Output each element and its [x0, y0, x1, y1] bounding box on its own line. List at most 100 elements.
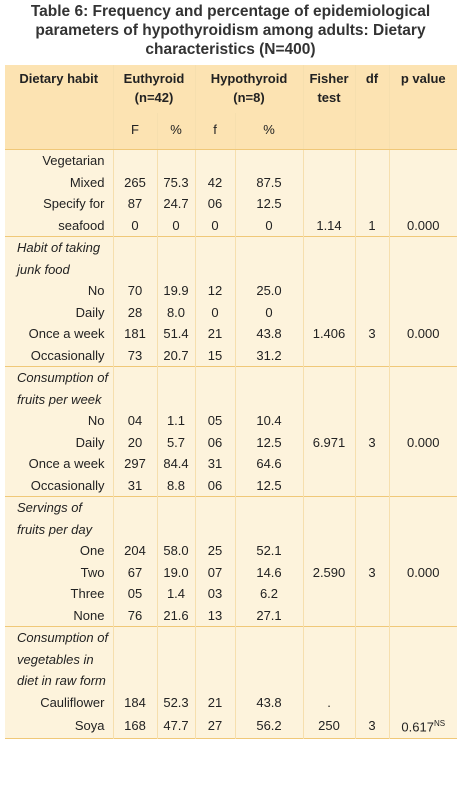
table-row: Occasionally 31 8.8 06 12.5 [5, 474, 457, 497]
section-title: Habit of taking junk food [5, 236, 114, 280]
row-label: Mixed [5, 171, 114, 193]
empty-cell [303, 626, 356, 692]
p-cell [389, 150, 457, 172]
section-title: Servings of fruits per day [5, 496, 114, 540]
p-value: 0.000 [406, 326, 440, 341]
value-cell: 07 [195, 561, 236, 583]
fisher-cell [303, 171, 356, 193]
df-cell [355, 344, 390, 367]
row-label: Three [5, 583, 114, 605]
p-value: 0.617 [401, 719, 434, 735]
empty-cell [235, 366, 304, 410]
table-row: Three 05 1.4 03 6.2 [5, 583, 457, 605]
table-section: Habit of taking junk food No 70 19.9 12 25.0 D… [5, 236, 457, 367]
row-label: Cauliflower [5, 691, 114, 713]
fisher-cell [303, 474, 356, 497]
df-cell [355, 691, 390, 713]
table-row: None 76 21.6 13 27.1 [5, 604, 457, 627]
table-row: Occasionally 73 20.7 15 31.2 [5, 344, 457, 367]
table-row: Once a week 181 51.4 21 43.8 1.406 3 0.000 [5, 323, 457, 345]
empty-cell [303, 496, 356, 540]
fisher-cell: 250 [303, 713, 356, 739]
empty-cell [389, 367, 457, 411]
row-label: Specify for [5, 193, 114, 215]
value-cell: 8.0 [157, 301, 196, 323]
value-cell: 64.6 [235, 453, 304, 475]
data-table: Dietary habit Euthyroid (n=42) Hypothyro… [5, 65, 457, 739]
fisher-cell [303, 301, 356, 323]
value-cell: 04 [113, 410, 158, 432]
row-label: seafood [5, 214, 114, 237]
table-section: Consumption of vegetables in diet in raw… [5, 626, 457, 739]
df-cell [355, 301, 390, 323]
value-cell: 43.8 [235, 323, 304, 345]
empty-cell [157, 236, 196, 280]
value-cell: 21 [195, 323, 236, 345]
df-cell [355, 171, 390, 193]
value-cell: 84.4 [157, 453, 196, 475]
empty-cell [113, 236, 158, 280]
empty-cell [355, 366, 390, 410]
df-cell [355, 453, 390, 475]
empty-cell [157, 366, 196, 410]
p-cell: 0.617NS [389, 713, 457, 738]
p-note: NS [433, 719, 446, 728]
empty-cell [195, 366, 236, 410]
empty-cell [389, 497, 457, 541]
value-cell: 52.1 [235, 540, 304, 562]
value-cell: 42 [195, 171, 236, 193]
df-cell [355, 540, 390, 562]
empty-cell [113, 626, 158, 692]
value-cell: 10.4 [235, 410, 304, 432]
fisher-cell [303, 280, 356, 302]
row-label: Soya [5, 713, 114, 739]
subheader-cell: F [113, 113, 158, 150]
value-cell: 20.7 [157, 344, 196, 367]
table-row: Once a week 297 84.4 31 64.6 [5, 453, 457, 475]
row-label: One [5, 540, 114, 562]
value-cell: 0 [157, 214, 196, 237]
table-row: Soya 168 47.7 27 56.2 250 3 0.617NS [5, 713, 457, 739]
value-cell: 19.9 [157, 280, 196, 302]
fisher-cell [303, 540, 356, 562]
value-cell: 1.1 [157, 410, 196, 432]
value-cell: 21.6 [157, 604, 196, 627]
empty-cell [157, 626, 196, 692]
fisher-cell [303, 453, 356, 475]
p-cell [389, 193, 457, 215]
df-cell [355, 280, 390, 302]
p-cell: 0.000 [389, 215, 457, 237]
fisher-cell: . [303, 691, 356, 713]
value-cell: 73 [113, 344, 158, 367]
value-cell: 0 [113, 214, 158, 237]
row-label: No [5, 280, 114, 302]
section-title-row: Consumption of vegetables in diet in raw… [5, 626, 457, 692]
header-cell: Dietary habit [5, 65, 114, 113]
value-cell: 43.8 [235, 691, 304, 713]
empty-cell [303, 236, 356, 280]
df-cell [355, 149, 390, 172]
df-cell: 3 [355, 323, 390, 345]
p-cell [389, 540, 457, 562]
value-cell: 52.3 [157, 691, 196, 713]
df-cell [355, 604, 390, 627]
table-section: Servings of fruits per day One 204 58.0 25 52… [5, 496, 457, 627]
value-cell: 28 [113, 301, 158, 323]
empty-cell [389, 237, 457, 281]
table-row: Daily 20 5.7 06 12.5 6.971 3 0.000 [5, 431, 457, 453]
value-cell: 21 [195, 691, 236, 713]
df-cell [355, 474, 390, 497]
table-title: Table 6: Frequency and percentage of epi… [30, 3, 431, 58]
empty-cell [235, 236, 304, 280]
value-cell: 05 [113, 583, 158, 605]
subheader-cell: % [157, 113, 196, 150]
table-row: Cauliflower 184 52.3 21 43.8. [5, 691, 457, 713]
table-row: Two 67 19.0 07 14.6 2.590 3 0.000 [5, 561, 457, 583]
row-label: Occasionally [5, 474, 114, 497]
p-cell [389, 345, 457, 367]
p-cell [389, 302, 457, 324]
empty-cell [195, 236, 236, 280]
fisher-cell [303, 410, 356, 432]
row-label: Vegetarian [5, 149, 114, 172]
value-cell: 75.3 [157, 171, 196, 193]
